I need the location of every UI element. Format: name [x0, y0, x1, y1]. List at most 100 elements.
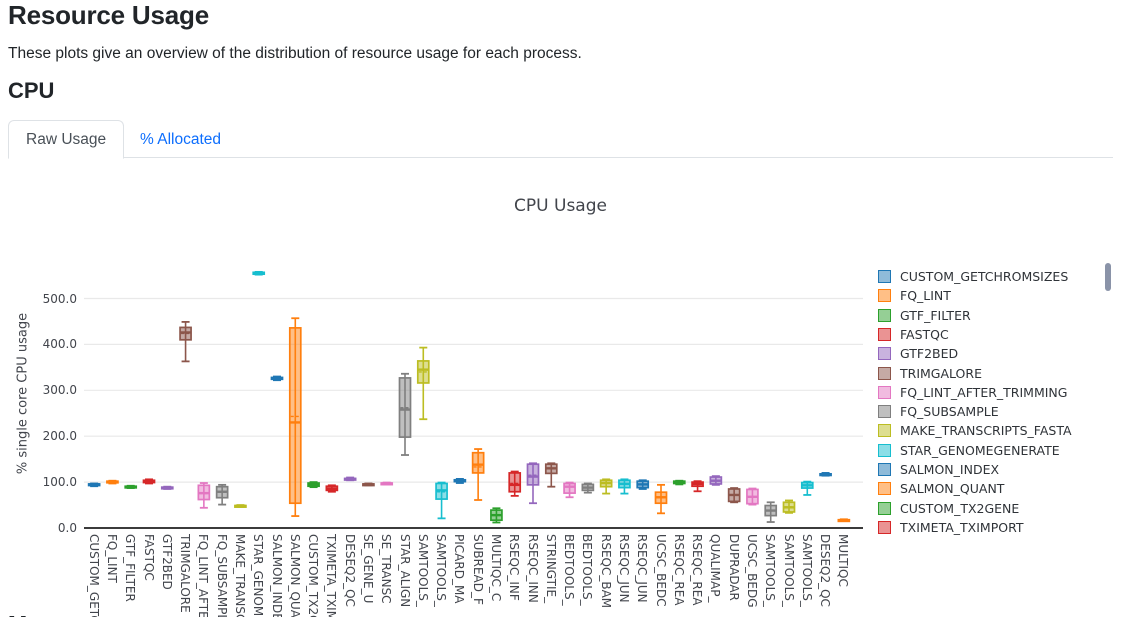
- page-title: Resource Usage: [8, 0, 209, 30]
- legend-item-label: FQ_SUBSAMPLE: [900, 404, 999, 420]
- legend-item-label: TRIMGALORE: [900, 365, 982, 381]
- legend-swatch: [878, 463, 891, 476]
- y-tick-label: 300.0: [42, 383, 77, 398]
- x-tick-label: FASTQC: [141, 534, 156, 581]
- legend-item-label: SALMON_INDEX: [900, 462, 1000, 477]
- legend-swatch: [878, 308, 891, 322]
- x-tick-label: DESEQ2_QC: [818, 534, 833, 607]
- x-tick-label: BEDTOOLS_: [562, 534, 577, 606]
- legend-item-label: GTF_FILTER: [900, 307, 971, 323]
- x-tick-label: RSEQC_REA: [671, 534, 686, 606]
- x-tick-label: RSEQC_BAM: [598, 534, 613, 609]
- x-tick-label: FQ_LINT: [104, 534, 119, 583]
- y-tick-label: 0.0: [57, 521, 77, 535]
- y-tick-label: 100.0: [42, 475, 77, 490]
- legend-item-label: MAKE_TRANSCRIPTS_FASTA: [900, 423, 1072, 439]
- x-tick-label: SE_GENE_U: [360, 534, 375, 604]
- legend-swatch: [878, 327, 891, 341]
- x-tick-label: SUBREAD_F: [470, 534, 485, 605]
- page-description: These plots give an overview of the dist…: [8, 45, 582, 62]
- legend-item-label: CUSTOM_TX2GENE: [900, 500, 1020, 516]
- legend-item-label: SALMON_QUANT: [900, 481, 1005, 497]
- legend-swatch: [878, 424, 891, 438]
- legend-item-label: STAR_GENOMEGENERATE: [900, 442, 1060, 458]
- legend-item-make_transcripts_fasta[interactable]: MAKE_TRANSCRIPTS_FASTA: [878, 421, 1072, 440]
- x-tick-label: GTF2BED: [159, 534, 174, 590]
- y-tick-label: 200.0: [42, 429, 77, 444]
- legend-item-tximeta_tximport[interactable]: TXIMETA_TXIMPORT: [878, 518, 1024, 537]
- x-tick-label: SALMON_INDEX: [269, 534, 284, 617]
- x-tick-label: RSEQC_JUN: [616, 534, 631, 603]
- legend-item-custom_tx2gene[interactable]: CUSTOM_TX2GENE: [878, 499, 1019, 518]
- plot-area[interactable]: [0, 158, 1121, 617]
- x-tick-label: CUSTOM_GETCHROMSIZES: [86, 534, 101, 617]
- tab-percent-allocated[interactable]: % Allocated: [140, 131, 221, 148]
- legend-swatch: [878, 482, 891, 496]
- legend-item-gtf2bed[interactable]: GTF2BED: [878, 344, 958, 363]
- legend-item-gtf_filter[interactable]: GTF_FILTER: [878, 306, 971, 325]
- x-tick-label: GTF_FILTER: [123, 534, 138, 602]
- x-tick-label: SAMTOOLS_: [799, 534, 814, 607]
- x-tick-label: TXIMETA_TXIMPORT: [324, 534, 339, 617]
- x-tick-label: DUPRADAR: [726, 534, 741, 601]
- x-tick-label: FQ_SUBSAMPLE: [214, 534, 229, 617]
- legend-item-salmon_index[interactable]: SALMON_INDEX: [878, 460, 999, 479]
- x-tick-label: UCSC_BEDC: [653, 534, 668, 607]
- x-tick-label: RSEQC_INN: [525, 534, 540, 603]
- legend-item-trimgalore[interactable]: TRIMGALORE: [878, 364, 982, 383]
- legend-swatch: [878, 443, 891, 457]
- legend-item-label: FASTQC: [900, 326, 949, 342]
- y-tick-label: 500.0: [42, 291, 77, 306]
- legend-swatch: [878, 347, 891, 361]
- cpu-usage-chart[interactable]: CPU Usage % single core CPU usage 0.0 100…: [0, 158, 1121, 617]
- legend-item-label: TXIMETA_TXIMPORT: [900, 519, 1024, 535]
- x-tick-label: SAMTOOLS_: [434, 534, 449, 607]
- legend-item-label: CUSTOM_GETCHROMSIZES: [900, 269, 1069, 284]
- legend-swatch: [878, 501, 891, 515]
- legend-item-label: FQ_LINT_AFTER_TRIMMING: [900, 384, 1068, 400]
- legend-item-custom_getchromsizes[interactable]: CUSTOM_GETCHROMSIZES: [878, 267, 1068, 286]
- x-tick-label: MULTIQC_C: [488, 534, 503, 602]
- x-tick-label: FQ_LINT_AFTER_TRIMMING: [196, 534, 211, 617]
- legend-swatch: [878, 366, 891, 380]
- legend-scrollbar[interactable]: [1105, 263, 1111, 291]
- x-tick-label: TRIMGALORE: [178, 534, 193, 613]
- legend-item-star_genomegenerate[interactable]: STAR_GENOMEGENERATE: [878, 441, 1060, 460]
- legend-item-label: GTF2BED: [900, 346, 959, 362]
- section-title-cpu: CPU: [8, 78, 55, 103]
- legend-swatch: [878, 289, 891, 303]
- legend-item-fq_lint_after_trimming[interactable]: FQ_LINT_AFTER_TRIMMING: [878, 383, 1067, 402]
- cpu-tabbar: Raw Usage % Allocated: [8, 120, 1113, 159]
- legend-item-fastqc[interactable]: FASTQC: [878, 325, 949, 344]
- x-tick-label: SE_TRANSC: [379, 534, 394, 604]
- x-tick-label: PICARD_MA: [452, 534, 467, 604]
- x-tick-label: SALMON_QUANT: [287, 534, 302, 617]
- legend-item-salmon_quant[interactable]: SALMON_QUANT: [878, 479, 1004, 498]
- x-tick-label: RSEQC_JUN: [635, 534, 650, 603]
- x-tick-label: BEDTOOLS_: [580, 534, 595, 606]
- x-tick-label: MULTIQC: [836, 534, 851, 587]
- x-tick-label: UCSC_BEDG: [744, 534, 759, 608]
- x-tick-label: QUALIMAP_: [708, 534, 723, 603]
- next-section-partial-heading: Mem: [8, 611, 60, 617]
- x-tick-label: SAMTOOLS_: [781, 534, 796, 607]
- x-tick-label: RSEQC_REA: [690, 534, 705, 606]
- x-tick-label: CUSTOM_TX2GENE: [306, 534, 321, 617]
- legend-swatch: [878, 270, 891, 283]
- legend-item-fq_lint[interactable]: FQ_LINT: [878, 286, 951, 305]
- x-tick-label: STRINGTIE_: [543, 534, 558, 604]
- chart-title: CPU Usage: [514, 196, 607, 216]
- x-tick-label: STAR_GENOMEGENERATE: [251, 534, 266, 617]
- legend-item-label: FQ_LINT: [900, 288, 951, 304]
- legend-item-fq_subsample[interactable]: FQ_SUBSAMPLE: [878, 402, 999, 421]
- legend-swatch: [878, 385, 891, 399]
- x-tick-label: STAR_ALIGN: [397, 534, 412, 608]
- x-tick-label: RSEQC_INF: [507, 534, 522, 601]
- legend-swatch: [878, 520, 891, 534]
- x-tick-label: SAMTOOLS_: [763, 534, 778, 607]
- x-tick-label: SAMTOOLS_: [415, 534, 430, 607]
- tab-raw-usage[interactable]: Raw Usage: [8, 120, 125, 159]
- legend-swatch: [878, 405, 891, 419]
- x-tick-label: MAKE_TRANSCRIPTS_FASTA: [232, 534, 247, 617]
